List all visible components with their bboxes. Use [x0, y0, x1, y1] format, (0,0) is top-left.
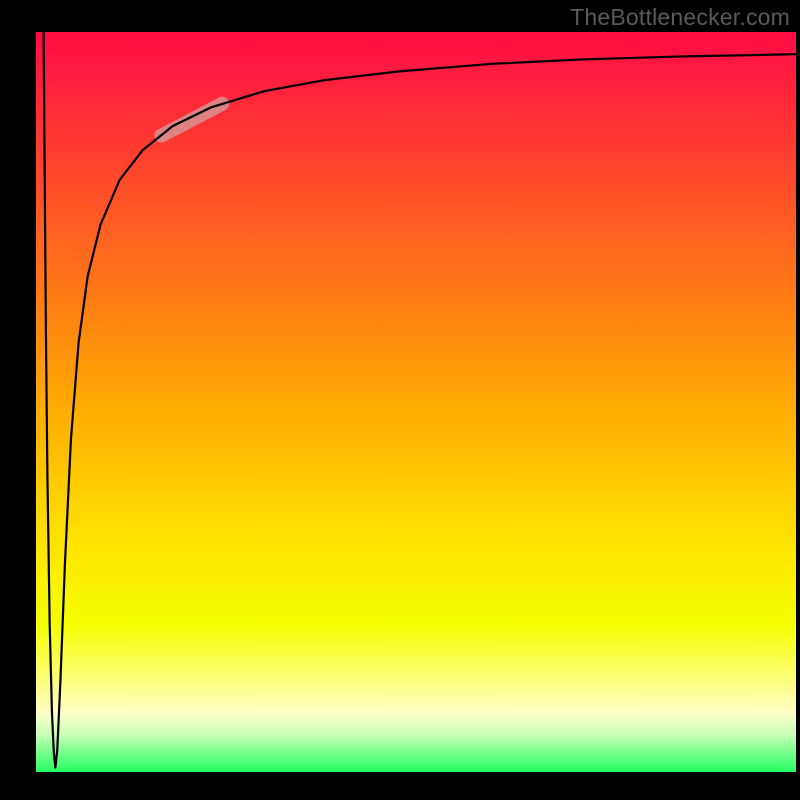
watermark-text: TheBottlenecker.com [570, 4, 790, 31]
chart-container: { "watermark": { "text": "TheBottlenecke… [0, 0, 800, 800]
bottleneck-chart [0, 0, 800, 800]
